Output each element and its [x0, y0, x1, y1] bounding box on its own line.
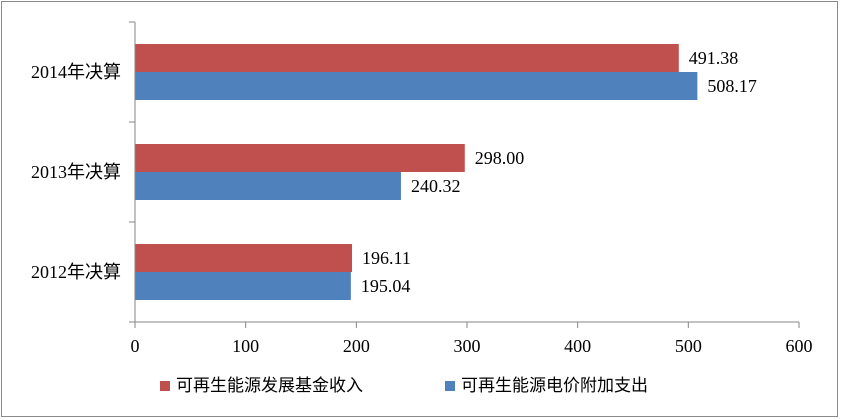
x-tick-label: 100: [232, 336, 259, 356]
data-label: 195.04: [361, 276, 411, 296]
axes-group: [129, 21, 800, 328]
x-tick-label: 300: [454, 336, 481, 356]
category-label: 2013年决算: [31, 162, 121, 182]
data-label: 491.38: [689, 48, 739, 68]
labels-group: 196.11 195.04 2012年决算 298.00 240.32 2013年决算 49…: [31, 48, 813, 356]
bars-group: [135, 44, 698, 300]
bar-expense-1: [135, 172, 401, 200]
data-label: 196.11: [362, 248, 411, 268]
x-tick-label: 200: [343, 336, 370, 356]
bar-income-0: [135, 244, 353, 272]
x-tick-label: 500: [675, 336, 702, 356]
data-label: 240.32: [411, 176, 461, 196]
data-label: 298.00: [475, 148, 524, 168]
bar-income-2: [135, 44, 679, 72]
legend: 可再生能源发展基金收入 可再生能源电价附加支出: [160, 376, 648, 396]
x-tick-label: 0: [131, 336, 140, 356]
category-label: 2014年决算: [31, 62, 121, 82]
legend-swatch: [445, 381, 455, 391]
legend-label: 可再生能源电价附加支出: [461, 376, 648, 396]
x-tick-label: 600: [786, 336, 813, 356]
bar-expense-2: [135, 72, 698, 100]
legend-label: 可再生能源发展基金收入: [176, 376, 363, 396]
data-label: 508.17: [707, 76, 757, 96]
category-label: 2012年决算: [31, 262, 121, 282]
bar-expense-0: [135, 272, 351, 300]
bar-income-1: [135, 144, 465, 172]
legend-swatch: [160, 381, 170, 391]
x-tick-label: 400: [564, 336, 591, 356]
